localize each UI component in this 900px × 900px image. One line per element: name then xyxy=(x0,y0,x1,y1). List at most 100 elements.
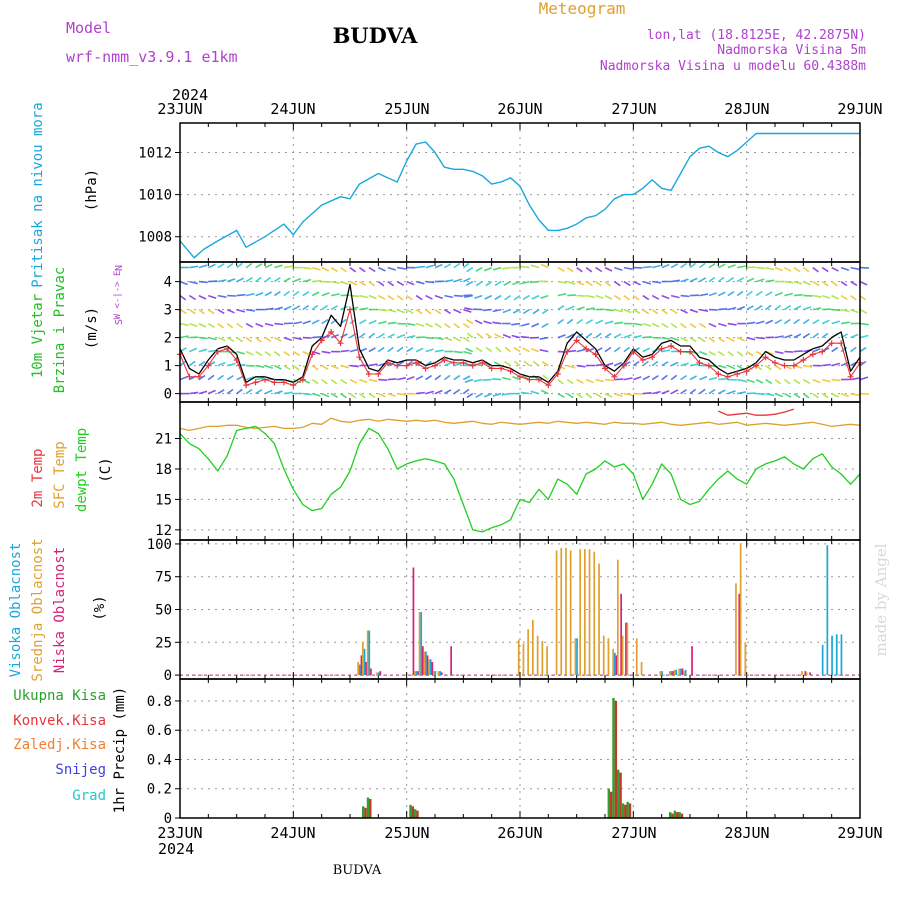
wind-vector xyxy=(859,308,868,314)
wind-marker xyxy=(422,365,429,372)
cloud-bar-mid xyxy=(744,642,747,676)
wind-vector xyxy=(802,318,810,325)
wind-vector xyxy=(746,378,755,383)
cloud-bar-high xyxy=(420,612,423,675)
wind-marker xyxy=(347,306,353,313)
wind-vector xyxy=(378,320,387,325)
wind-vector xyxy=(416,336,426,339)
wind-vector xyxy=(803,364,813,368)
wind-vector xyxy=(340,349,350,353)
wind-panel: 0 1 2 3 4 xyxy=(164,261,870,403)
wind-marker xyxy=(602,365,608,372)
wind-vector xyxy=(368,319,377,325)
cloud-bar-mid xyxy=(522,643,525,676)
cloud-bar-mid xyxy=(640,662,643,676)
wind-vector xyxy=(756,392,766,396)
wind-compass: W <-|-> E xyxy=(113,271,123,320)
wind-vector xyxy=(737,391,746,395)
wind-vector xyxy=(821,332,829,339)
wind-vector xyxy=(595,319,604,325)
precip-legend-total: Ukupna Kisa xyxy=(13,688,106,704)
wind-vector xyxy=(217,322,224,329)
wind-vector xyxy=(812,347,821,353)
y-tick-label: 0.6 xyxy=(147,723,172,739)
wind-vector xyxy=(444,389,452,395)
wind-vector xyxy=(698,322,707,329)
wind-vector xyxy=(453,336,462,342)
cloud-bar-mid xyxy=(805,672,808,675)
wind-vector xyxy=(595,266,603,273)
wind-marker xyxy=(460,359,467,366)
wind-vector xyxy=(330,293,340,297)
wind-vector xyxy=(539,336,549,340)
wind-vector xyxy=(746,392,756,395)
wind-vector xyxy=(521,322,530,327)
wind-vector xyxy=(274,390,283,395)
wind-vector xyxy=(540,263,549,269)
wind-vector xyxy=(217,361,226,367)
wind-marker xyxy=(271,379,278,386)
wind-vector xyxy=(698,262,706,269)
wind-vector xyxy=(236,262,243,269)
wind-vector xyxy=(283,336,292,342)
precip-bar-conv xyxy=(671,813,674,818)
altitude-label: Nadmorska Visina 5m xyxy=(717,43,866,58)
wind-vector xyxy=(793,305,802,311)
wind-vector xyxy=(198,348,208,353)
wind-vector xyxy=(661,374,668,381)
wind-vector xyxy=(444,336,453,342)
wind-vector xyxy=(453,278,463,283)
wind-vector xyxy=(821,280,829,287)
wind-vector xyxy=(859,376,869,381)
wind-vector xyxy=(614,321,624,325)
wind-vector xyxy=(188,308,196,315)
wind-vector xyxy=(264,322,274,327)
wind-vector xyxy=(540,389,549,395)
cloud-bar-high xyxy=(429,659,432,675)
wind-vector xyxy=(727,306,737,311)
wind-vector xyxy=(576,306,585,311)
wind-vector xyxy=(207,322,215,329)
wind-vector xyxy=(623,377,633,381)
cloud-bar-low xyxy=(379,671,382,675)
cloud-bar-mid xyxy=(678,668,681,676)
wind-vector xyxy=(604,378,614,382)
wind-vector xyxy=(755,290,763,297)
wind-vector xyxy=(179,308,187,315)
wind-vector xyxy=(465,347,474,353)
wind-side-label-2: Brzina i Pravac xyxy=(52,267,68,393)
wind-vector xyxy=(746,305,754,311)
cloud-bar-mid xyxy=(659,671,662,675)
wind-vector xyxy=(293,277,302,283)
wind-vector xyxy=(466,332,474,339)
wind-vector xyxy=(273,290,281,297)
wind-vector xyxy=(541,308,549,315)
wind-vector xyxy=(377,332,385,339)
wind-vector xyxy=(680,262,687,269)
wind-vector xyxy=(207,263,216,269)
wind-vector xyxy=(483,320,492,325)
wind-vector xyxy=(774,319,782,325)
wind-vector xyxy=(604,320,614,325)
wind-vector xyxy=(302,350,311,356)
cloud-bar-mid xyxy=(579,549,581,676)
wind-vector xyxy=(529,280,539,284)
wind-vector xyxy=(566,266,574,273)
wind-vector xyxy=(727,336,735,342)
wind-vector xyxy=(492,308,502,313)
wind-vector xyxy=(585,332,593,339)
wind-vector xyxy=(859,360,867,367)
wind-vector xyxy=(462,322,470,329)
wind-vector xyxy=(453,374,461,381)
wind-vector xyxy=(604,332,612,339)
precip-bar-conv xyxy=(614,700,618,818)
wind-vector xyxy=(321,378,328,385)
wind-vector xyxy=(850,294,857,301)
wind-vector xyxy=(462,388,470,395)
wind-vector xyxy=(283,364,291,371)
wind-vector xyxy=(520,391,530,395)
wind-vector xyxy=(415,322,425,327)
time-axis-bottom: 23JUN 24JUN 25JUN 26JUN 27JUN 28JUN 29JU… xyxy=(157,824,882,842)
wind-vector xyxy=(557,280,567,284)
wind-vector xyxy=(680,278,689,283)
